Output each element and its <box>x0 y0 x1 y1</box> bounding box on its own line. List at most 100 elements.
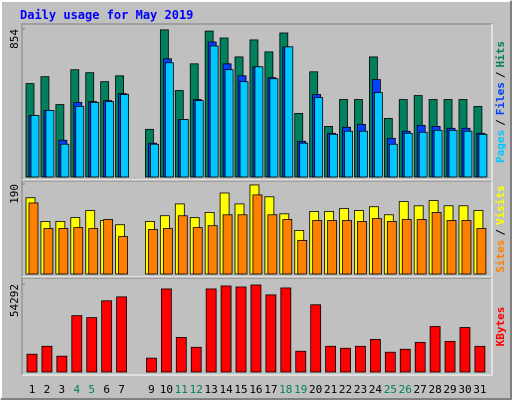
bar <box>431 212 442 275</box>
bar <box>446 220 457 275</box>
bar <box>265 294 277 373</box>
legend: Sites / Visits <box>494 185 507 273</box>
bar <box>56 355 68 373</box>
bar <box>463 130 473 178</box>
bar <box>327 220 338 275</box>
bar <box>252 194 263 275</box>
panel-edge <box>22 181 493 278</box>
x-tick-label: 2 <box>44 383 51 396</box>
bar <box>222 214 233 275</box>
bar <box>239 81 249 178</box>
bar <box>269 78 279 178</box>
bar <box>297 239 308 275</box>
bar <box>344 130 353 178</box>
bar <box>192 227 203 275</box>
bar <box>416 219 427 275</box>
bar <box>355 345 366 373</box>
bar <box>325 345 337 373</box>
legend: Pages / Files / Hits <box>494 41 507 163</box>
bar <box>205 288 217 373</box>
bar <box>384 351 396 373</box>
bar <box>45 110 55 178</box>
x-tick-label: 18 <box>279 383 292 396</box>
x-tick-label: 16 <box>249 383 262 396</box>
bar <box>179 119 189 178</box>
x-tick-label: 12 <box>190 383 203 396</box>
bar <box>224 69 234 178</box>
bar <box>280 287 292 373</box>
x-tick-label: 25 <box>384 383 397 396</box>
bar <box>444 340 456 373</box>
bar <box>118 236 128 275</box>
bar <box>401 219 412 275</box>
bar <box>190 346 202 373</box>
bar <box>340 347 351 373</box>
bar <box>26 353 38 373</box>
bar <box>284 46 294 178</box>
legend-separator: / <box>494 71 507 78</box>
bar <box>116 296 127 373</box>
bar <box>30 115 40 178</box>
x-tick-label: 20 <box>309 383 322 396</box>
y-tick-label: 854 <box>8 29 21 49</box>
bar <box>357 221 367 275</box>
x-tick-label: 15 <box>234 383 247 396</box>
bar <box>120 94 129 178</box>
legend-entry: Pages <box>494 130 507 163</box>
bar <box>160 288 172 373</box>
bar <box>254 66 264 178</box>
bar <box>295 350 307 373</box>
bar <box>373 92 383 178</box>
bar <box>28 202 39 275</box>
x-tick-label: 26 <box>399 383 412 396</box>
bar <box>418 131 428 178</box>
legend-entry: Sites <box>494 240 507 273</box>
x-tick-label: 27 <box>414 383 427 396</box>
bar <box>250 284 262 373</box>
bar <box>433 129 443 178</box>
x-tick-label: 22 <box>339 383 352 396</box>
bar <box>399 348 411 373</box>
bar <box>90 102 100 178</box>
x-tick-label: 14 <box>219 383 233 396</box>
x-tick-label: 4 <box>73 383 80 396</box>
bar <box>73 227 84 275</box>
bar <box>267 214 278 275</box>
bar <box>103 219 114 275</box>
bar <box>237 214 248 275</box>
panel-edge <box>22 278 493 376</box>
bar <box>414 341 426 373</box>
bar <box>75 106 85 178</box>
x-tick-label: 9 <box>148 383 155 396</box>
y-tick-label: 54292 <box>8 284 21 317</box>
x-tick-label: 11 <box>175 383 188 396</box>
bar <box>101 300 113 373</box>
bar <box>207 225 218 275</box>
bar <box>43 228 54 275</box>
x-tick-label: 17 <box>264 383 277 396</box>
bar <box>105 101 115 178</box>
bar <box>388 143 398 178</box>
x-tick-label: 23 <box>354 383 367 396</box>
x-tick-label: 6 <box>103 383 110 396</box>
bar <box>194 100 204 178</box>
legend-separator: / <box>494 229 507 236</box>
bar <box>478 133 488 178</box>
bar <box>162 228 173 275</box>
bar <box>369 338 381 373</box>
bar <box>177 215 188 275</box>
bar <box>371 218 382 275</box>
x-tick-label: 28 <box>428 383 441 396</box>
x-tick-label: 29 <box>443 383 456 396</box>
bar <box>459 327 471 373</box>
legend-separator: / <box>494 119 507 126</box>
bar <box>474 345 486 373</box>
bar <box>429 326 441 373</box>
bar <box>41 345 53 373</box>
legend-entry: Visits <box>494 185 507 225</box>
y-tick-label: 190 <box>8 184 21 204</box>
bar <box>403 132 413 178</box>
